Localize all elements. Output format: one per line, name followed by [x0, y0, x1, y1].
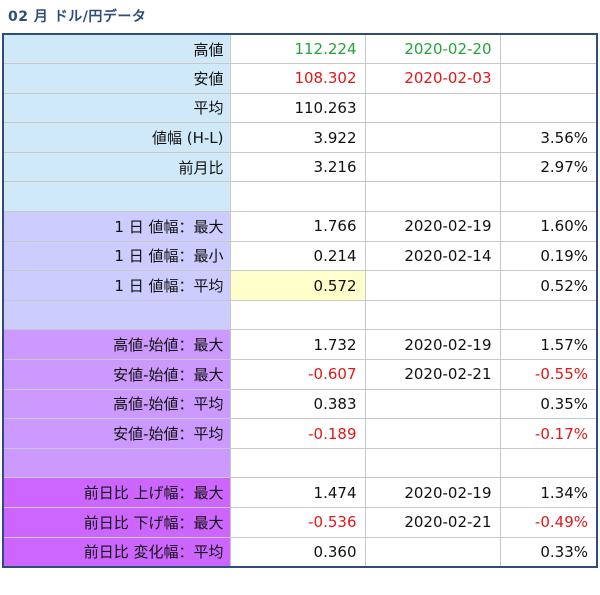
row-date — [364, 151, 501, 183]
row-value: 1.766 — [229, 211, 366, 242]
spacer-row — [2, 447, 598, 479]
table-row: 前日比 下げ幅：最大 -0.536 2020-02-21 -0.49% — [2, 507, 598, 538]
row-percent: 0.35% — [499, 388, 598, 420]
row-percent: 0.19% — [499, 240, 598, 272]
row-date — [364, 418, 501, 449]
row-label: 前日比 上げ幅：最大 — [2, 477, 231, 508]
row-date: 2020-02-14 — [364, 240, 501, 272]
row-percent — [499, 181, 598, 213]
row-value: 1.732 — [229, 329, 366, 361]
row-label: 1 日 値幅：平均 — [2, 270, 231, 301]
row-date — [364, 388, 501, 420]
table-row: 前日比 上げ幅：最大 1.474 2020-02-19 1.34% — [2, 477, 598, 508]
spacer-row — [2, 181, 598, 213]
row-date — [364, 299, 501, 331]
row-date: 2020-02-19 — [364, 211, 501, 242]
row-label: 1 日 値幅：最大 — [2, 211, 231, 242]
table-row: 安値-始値：平均 -0.189 -0.17% — [2, 418, 598, 449]
row-value: 0.360 — [229, 536, 366, 568]
row-percent: 0.33% — [499, 536, 598, 568]
row-value: 110.263 — [229, 92, 366, 124]
row-date: 2020-02-21 — [364, 359, 501, 390]
row-label: 平均 — [2, 92, 231, 124]
row-percent: 2.97% — [499, 151, 598, 183]
row-value: -0.607 — [229, 359, 366, 390]
table-row: 前日比 変化幅：平均 0.360 0.33% — [2, 536, 598, 568]
row-label: 前月比 — [2, 151, 231, 183]
row-date — [364, 92, 501, 124]
row-label: 高値-始値：平均 — [2, 388, 231, 420]
row-label: 安値-始値：平均 — [2, 418, 231, 449]
row-value-highlighted: 0.572 — [229, 270, 366, 301]
row-date — [364, 122, 501, 153]
row-value: 112.224 — [229, 33, 366, 65]
row-percent: -0.49% — [499, 507, 598, 538]
row-label — [2, 181, 231, 213]
usd-jpy-data-table: 高値 112.224 2020-02-20 安値 108.302 2020-02… — [2, 33, 598, 568]
table-row: 1 日 値幅：最大 1.766 2020-02-19 1.60% — [2, 211, 598, 242]
row-value: 108.302 — [229, 63, 366, 94]
row-label: 安値 — [2, 63, 231, 94]
row-label: 高値-始値：最大 — [2, 329, 231, 361]
row-date: 2020-02-03 — [364, 63, 501, 94]
row-percent: -0.55% — [499, 359, 598, 390]
spacer-row — [2, 299, 598, 331]
row-percent: 1.57% — [499, 329, 598, 361]
row-label: 前日比 下げ幅：最大 — [2, 507, 231, 538]
table-row: 平均 110.263 — [2, 92, 598, 124]
table-row: 安値 108.302 2020-02-03 — [2, 63, 598, 94]
row-value: 0.383 — [229, 388, 366, 420]
row-percent — [499, 447, 598, 479]
row-label — [2, 447, 231, 479]
row-value — [229, 447, 366, 479]
row-percent: -0.17% — [499, 418, 598, 449]
row-value: 3.922 — [229, 122, 366, 153]
row-value: -0.536 — [229, 507, 366, 538]
row-label: 前日比 変化幅：平均 — [2, 536, 231, 568]
row-date — [364, 447, 501, 479]
row-label: 高値 — [2, 33, 231, 65]
row-percent: 1.60% — [499, 211, 598, 242]
row-value: 0.214 — [229, 240, 366, 272]
row-value — [229, 181, 366, 213]
row-date: 2020-02-19 — [364, 477, 501, 508]
row-value: 1.474 — [229, 477, 366, 508]
row-label: 値幅 (H-L) — [2, 122, 231, 153]
table-row: 1 日 値幅：最小 0.214 2020-02-14 0.19% — [2, 240, 598, 272]
row-date — [364, 181, 501, 213]
row-date — [364, 270, 501, 301]
row-label — [2, 299, 231, 331]
row-date: 2020-02-20 — [364, 33, 501, 65]
row-date: 2020-02-19 — [364, 329, 501, 361]
row-percent: 1.34% — [499, 477, 598, 508]
row-label: 1 日 値幅：最小 — [2, 240, 231, 272]
table-row: 安値-始値：最大 -0.607 2020-02-21 -0.55% — [2, 359, 598, 390]
table-row: 高値-始値：最大 1.732 2020-02-19 1.57% — [2, 329, 598, 361]
table-row: 高値 112.224 2020-02-20 — [2, 33, 598, 65]
row-percent: 0.52% — [499, 270, 598, 301]
row-date: 2020-02-21 — [364, 507, 501, 538]
row-percent — [499, 63, 598, 94]
row-date — [364, 536, 501, 568]
page-title: 02 月 ドル/円データ — [8, 9, 147, 25]
row-percent: 3.56% — [499, 122, 598, 153]
row-value — [229, 299, 366, 331]
table-row: 前月比 3.216 2.97% — [2, 151, 598, 183]
table-row: 高値-始値：平均 0.383 0.35% — [2, 388, 598, 420]
row-percent — [499, 299, 598, 331]
row-value: -0.189 — [229, 418, 366, 449]
row-value: 3.216 — [229, 151, 366, 183]
table-row: 値幅 (H-L) 3.922 3.56% — [2, 122, 598, 153]
row-label: 安値-始値：最大 — [2, 359, 231, 390]
table-row: 1 日 値幅：平均 0.572 0.52% — [2, 270, 598, 301]
row-percent — [499, 33, 598, 65]
row-percent — [499, 92, 598, 124]
